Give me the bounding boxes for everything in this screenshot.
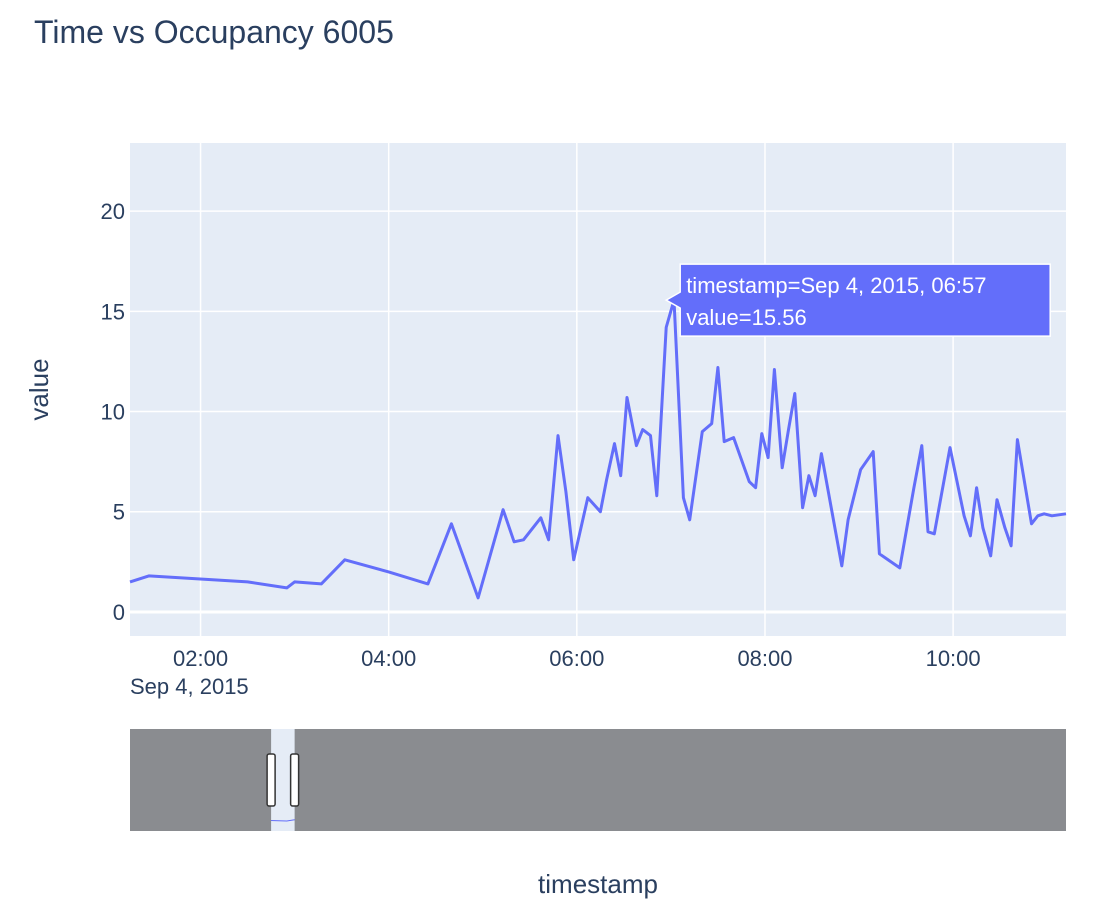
range-slider[interactable] bbox=[129, 729, 1067, 831]
y-tick-label: 10 bbox=[101, 400, 125, 425]
hover-value-text: value=15.56 bbox=[686, 305, 807, 330]
chart-title: Time vs Occupancy 6005 bbox=[34, 14, 394, 50]
x-axis-title: timestamp bbox=[538, 869, 658, 899]
range-slider-handle-left[interactable] bbox=[266, 753, 276, 807]
x-date-label: Sep 4, 2015 bbox=[130, 674, 249, 699]
x-tick-label: 10:00 bbox=[926, 646, 981, 671]
y-tick-label: 5 bbox=[113, 500, 125, 525]
y-tick-label: 0 bbox=[113, 600, 125, 625]
y-gridlines bbox=[130, 210, 1066, 614]
hover-timestamp-text: timestamp=Sep 4, 2015, 06:57 bbox=[686, 273, 986, 298]
y-tick-labels: 0 5 10 15 20 bbox=[101, 199, 125, 625]
hover-tooltip-box bbox=[664, 263, 1051, 337]
y-tick-label: 15 bbox=[101, 299, 125, 324]
series-line[interactable] bbox=[129, 298, 1067, 600]
range-slider-mask-right[interactable] bbox=[294, 729, 1066, 831]
x-gridlines bbox=[199, 143, 954, 636]
hover-tooltip: timestamp=Sep 4, 2015, 06:57 value=15.56 bbox=[664, 263, 1051, 337]
y-axis-title: value bbox=[24, 358, 54, 420]
plot-area[interactable] bbox=[130, 143, 1066, 636]
x-tick-label: 08:00 bbox=[737, 646, 792, 671]
range-slider-handle-right[interactable] bbox=[289, 753, 300, 807]
y-tick-label: 20 bbox=[101, 199, 125, 224]
x-tick-labels: 02:00 04:00 06:00 08:00 10:00 bbox=[173, 646, 981, 671]
range-slider-mask-left[interactable] bbox=[130, 729, 272, 831]
x-tick-label: 06:00 bbox=[549, 646, 604, 671]
x-tick-label: 02:00 bbox=[173, 646, 228, 671]
x-tick-label: 04:00 bbox=[361, 646, 416, 671]
